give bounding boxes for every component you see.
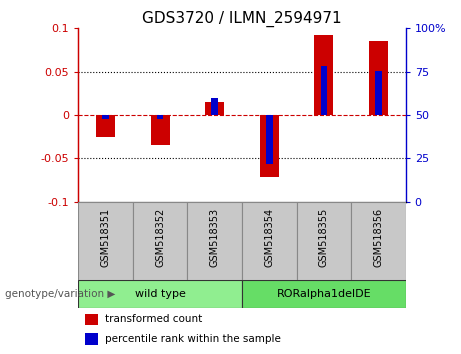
- Bar: [157, 115, 164, 119]
- Text: genotype/variation ▶: genotype/variation ▶: [5, 289, 115, 299]
- Text: percentile rank within the sample: percentile rank within the sample: [105, 334, 280, 344]
- Text: GSM518352: GSM518352: [155, 208, 165, 267]
- Bar: [205, 102, 225, 115]
- Title: GDS3720 / ILMN_2594971: GDS3720 / ILMN_2594971: [142, 11, 342, 27]
- Bar: [320, 65, 327, 115]
- Bar: [266, 115, 272, 165]
- Text: GSM518351: GSM518351: [100, 208, 111, 267]
- Bar: [78, 280, 242, 308]
- Bar: [188, 202, 242, 280]
- Text: GSM518354: GSM518354: [264, 208, 274, 267]
- Text: GSM518353: GSM518353: [210, 208, 220, 267]
- Bar: [314, 35, 333, 115]
- Bar: [96, 115, 115, 137]
- Bar: [133, 202, 188, 280]
- Text: GSM518356: GSM518356: [373, 208, 384, 267]
- Bar: [102, 115, 109, 119]
- Bar: [85, 314, 98, 325]
- Text: wild type: wild type: [135, 289, 186, 299]
- Text: RORalpha1delDE: RORalpha1delDE: [277, 289, 371, 299]
- Bar: [242, 280, 406, 308]
- Bar: [375, 71, 382, 115]
- Bar: [85, 333, 98, 345]
- Bar: [212, 98, 218, 115]
- Bar: [296, 202, 351, 280]
- Text: GSM518355: GSM518355: [319, 208, 329, 267]
- Bar: [351, 202, 406, 280]
- Bar: [242, 202, 296, 280]
- Bar: [151, 115, 170, 145]
- Bar: [260, 115, 279, 177]
- Bar: [369, 41, 388, 115]
- Bar: [78, 202, 133, 280]
- Text: transformed count: transformed count: [105, 314, 202, 325]
